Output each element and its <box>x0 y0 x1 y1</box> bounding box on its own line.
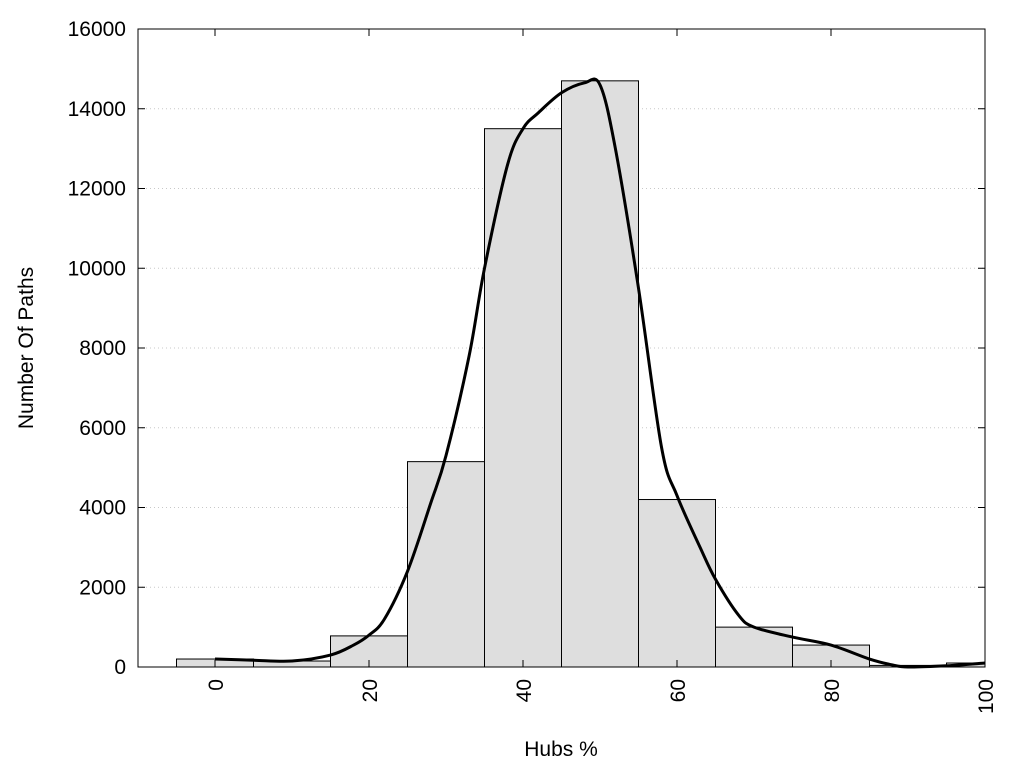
bar-50 <box>561 80 639 668</box>
y-tick-label-8: 16000 <box>68 18 126 41</box>
x-tick-label-4: 80 <box>821 679 844 702</box>
x-tick-label-5: 100 <box>975 679 998 714</box>
x-tick-label-3: 60 <box>667 679 690 702</box>
x-tick-label-1: 20 <box>359 679 382 702</box>
y-axis-label: Number Of Paths <box>15 267 38 429</box>
x-axis-ticks: 0 20 40 60 80 100 <box>205 29 998 714</box>
y-tick-label-4: 8000 <box>79 337 126 360</box>
x-tick-label-0: 0 <box>205 679 228 691</box>
bar-60 <box>638 499 716 668</box>
histogram-bars <box>176 80 986 668</box>
y-tick-label-1: 2000 <box>79 576 126 599</box>
y-tick-label-3: 6000 <box>79 417 126 440</box>
bar-30 <box>407 461 485 668</box>
y-tick-label-5: 10000 <box>68 257 126 280</box>
x-axis-label: Hubs % <box>524 738 598 761</box>
density-curve <box>214 77 986 669</box>
density-curve-line <box>214 77 986 669</box>
y-axis-ticks: 0 2000 4000 6000 8000 10000 12000 14000 16000 <box>68 18 985 679</box>
y-tick-label-6: 12000 <box>68 178 126 201</box>
y-tick-label-0: 0 <box>114 656 126 679</box>
y-tick-label-7: 14000 <box>68 98 126 121</box>
x-tick-label-2: 40 <box>513 679 536 702</box>
y-tick-label-2: 4000 <box>79 497 126 520</box>
